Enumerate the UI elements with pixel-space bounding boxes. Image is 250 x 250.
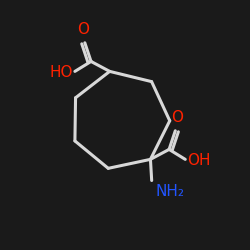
Text: O: O [77,22,89,37]
Text: O: O [171,110,183,125]
Text: NH₂: NH₂ [156,184,184,199]
Text: HO: HO [50,65,73,80]
Text: OH: OH [187,153,211,168]
